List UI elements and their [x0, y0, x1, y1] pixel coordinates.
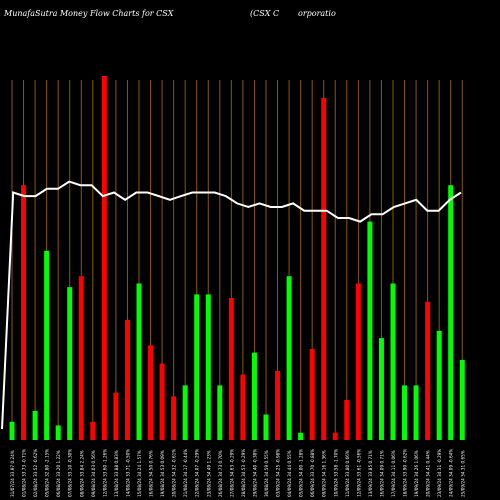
money-flow-bar [9, 421, 15, 440]
money-flow-bar [124, 319, 130, 440]
x-tick-label: 21/08/24 34.17 -0.44% [183, 449, 188, 497]
money-flow-bar [413, 385, 419, 440]
x-tick-label: 27/08/24 34.63 -0.29% [229, 449, 234, 497]
money-flow-bar [21, 185, 27, 440]
money-flow-bar [436, 330, 442, 440]
x-tick-label: 29/08/24 34.40 -0.38% [252, 449, 257, 497]
money-flow-bar [67, 287, 73, 440]
money-flow-bar [240, 374, 246, 440]
money-flow-bar [44, 250, 50, 440]
x-tick-label: 13/08/24 33.88 0.83% [114, 450, 119, 497]
money-flow-bar [355, 283, 361, 440]
x-tick-label: 25/09/24 34.31 0.65% [460, 450, 465, 497]
x-tick-label: 04/09/24 34.44 0.55% [287, 450, 292, 497]
money-flow-bar [171, 396, 177, 440]
money-flow-bar [367, 221, 373, 440]
money-flow-bar [55, 425, 61, 440]
x-tick-label: 18/09/24 33.90 -0.62% [403, 449, 408, 497]
x-tick-label: 09/08/24 34.03 0.56% [91, 450, 96, 497]
money-flow-bar [344, 399, 350, 440]
x-tick-label: 20/09/24 34.41 0.44% [426, 450, 431, 497]
money-flow-bar [205, 294, 211, 440]
x-tick-label: 15/08/24 34.24 1.57% [137, 450, 142, 497]
x-tick-label: 23/08/24 34.49 1.23% [206, 450, 211, 497]
x-tick-label: 03/09/24 34.25 -0.98% [276, 449, 281, 497]
x-tick-label: 14/08/24 33.71 -0.50% [125, 449, 130, 497]
x-tick-label: 05/08/24 32.80 -2.15% [45, 449, 50, 497]
x-tick-label: 08/08/24 33.84 2.24% [79, 450, 84, 497]
money-flow-bar [136, 283, 142, 440]
money-flow-bar [275, 370, 281, 440]
money-flow-bar [263, 414, 269, 440]
x-tick-label: 12/08/24 33.60 -1.26% [102, 449, 107, 497]
x-tick-label: 06/09/24 33.70 -0.88% [310, 449, 315, 497]
money-flow-bar [101, 76, 107, 440]
x-tick-label: 11/09/24 33.80 0.66% [345, 450, 350, 497]
x-tick-label: 28/08/24 34.53 -0.29% [241, 449, 246, 497]
money-flow-bar [182, 385, 188, 440]
money-flow-bar [113, 392, 119, 440]
price-line [1, 180, 462, 430]
money-flow-bar [251, 352, 257, 440]
x-tick-label: 05/09/24 34.00 -1.28% [299, 449, 304, 497]
x-tick-label: 06/08/24 33.20 1.22% [56, 450, 61, 497]
x-tick-label: 24/09/24 34.09 -0.64% [449, 449, 454, 497]
x-tick-label: 07/08/24 33.10 -0.30% [68, 449, 73, 497]
money-flow-bar [217, 385, 223, 440]
money-flow-bar [286, 276, 292, 440]
money-flow-bar [90, 421, 96, 440]
money-flow-bar [159, 363, 165, 440]
money-flow-bar [32, 410, 38, 440]
money-flow-bar [321, 97, 327, 440]
x-tick-label: 30/08/24 34.59 0.55% [264, 450, 269, 497]
x-tick-label: 09/09/24 34.16 1.36% [322, 450, 327, 497]
x-tick-label: 10/09/24 33.58 -1.70% [333, 449, 338, 497]
money-flow-bar [194, 294, 200, 440]
x-tick-label: 16/09/24 34.09 0.71% [379, 450, 384, 497]
money-flow-bar [448, 185, 454, 440]
money-flow-bar [298, 432, 304, 440]
x-tick-label: 20/08/24 34.32 -0.61% [172, 449, 177, 497]
x-tick-label: 13/09/24 33.85 0.71% [368, 450, 373, 497]
money-flow-bar [148, 345, 154, 440]
money-flow-bar [459, 359, 465, 440]
ticker-label: (CSX C [250, 9, 280, 18]
money-flow-bar [425, 301, 431, 440]
money-flow-bar [332, 432, 338, 440]
x-tick-label: 17/09/24 34.11 0.06% [391, 450, 396, 497]
money-flow-bar [309, 349, 315, 440]
x-tick-label: 23/09/24 34.31 -0.29% [437, 449, 442, 497]
money-flow-bar [402, 385, 408, 440]
money-flow-bar [228, 298, 234, 440]
x-tick-label: 12/09/24 33.61 -0.56% [356, 449, 361, 497]
x-tick-label: 31/07/24 33.97 0.24% [10, 450, 15, 497]
money-flow-bar [378, 338, 384, 440]
chart-header: MunafaSutra Money Flow Charts for CSX (C… [0, 0, 500, 26]
x-tick-label: 01/08/24 33.73 -0.71% [22, 449, 27, 497]
x-tick-label: 16/08/24 34.50 0.76% [149, 450, 154, 497]
x-tick-label: 19/08/24 34.53 0.09% [160, 450, 165, 497]
x-tick-label: 19/09/24 34.26 1.06% [414, 450, 419, 497]
x-tick-label: 26/08/24 34.73 0.70% [218, 450, 223, 497]
x-tick-label: 22/08/24 34.07 -0.29% [195, 449, 200, 497]
money-flow-bar [78, 276, 84, 440]
company-name-fragment: orporatio [298, 9, 336, 18]
money-flow-bar [390, 283, 396, 440]
chart-title: MunafaSutra Money Flow Charts for CSX [4, 9, 174, 18]
x-tick-label: 02/08/24 33.52 -0.62% [33, 449, 38, 497]
